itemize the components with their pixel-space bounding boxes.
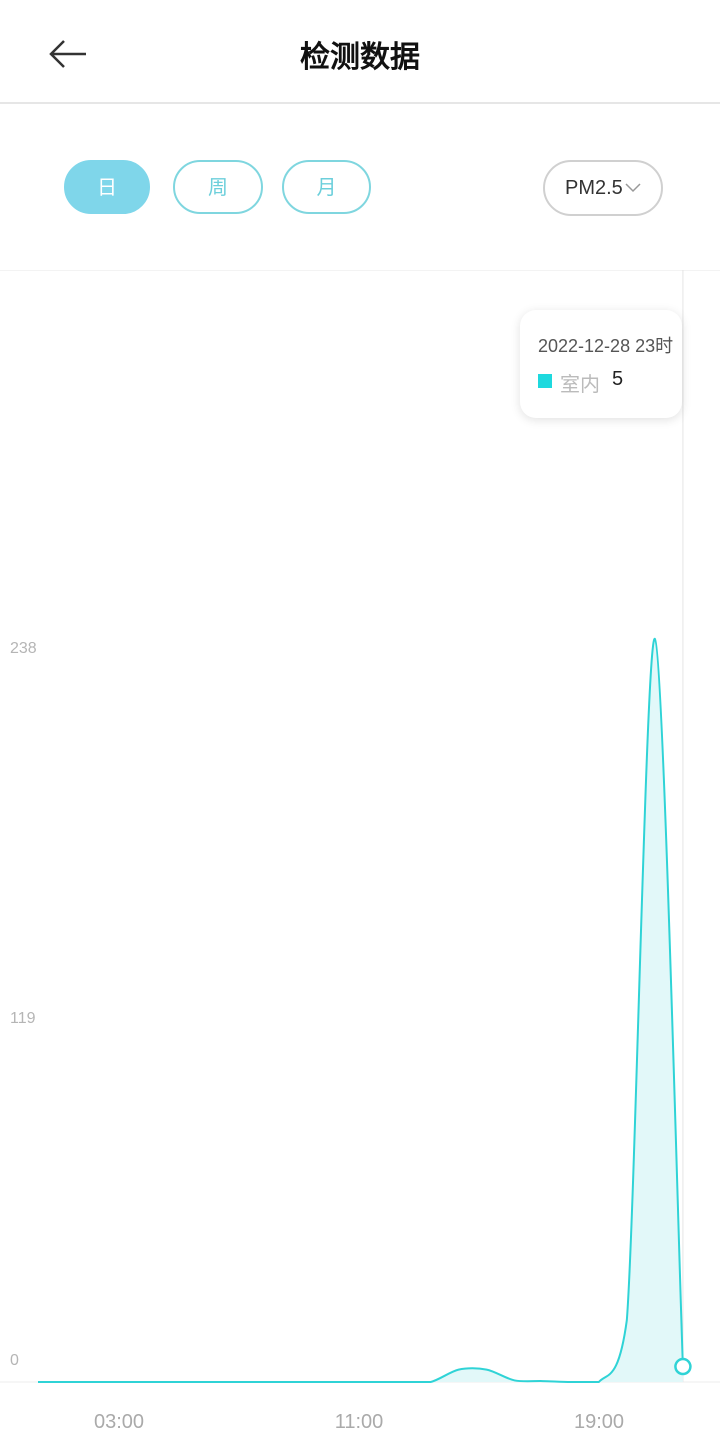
tooltip-date: 2022-12-28 23时 (538, 336, 674, 356)
period-tab-week[interactable]: 周 (173, 160, 263, 214)
series-line (38, 637, 684, 1383)
y-tick-label: 119 (10, 1010, 36, 1027)
header: 检测数据 (0, 0, 720, 104)
y-tick-label: 238 (10, 640, 37, 657)
series-swatch (538, 374, 552, 388)
arrow-left-icon (49, 40, 86, 68)
page-title: 检测数据 (300, 40, 420, 75)
x-tick-label: 11:00 (334, 1411, 384, 1433)
metric-select-value: PM2.5 (565, 177, 623, 199)
y-tick-label: 0 (10, 1352, 19, 1369)
metric-select[interactable]: PM2.5 (543, 160, 663, 216)
tooltip-value: 5 (612, 368, 624, 390)
chart-tooltip: 2022-12-28 23时 室内 5 (520, 310, 682, 418)
x-tick-label: 03:00 (93, 1411, 145, 1433)
period-tab-day[interactable]: 日 (64, 160, 150, 214)
selected-point[interactable] (674, 1357, 692, 1376)
period-tab-month[interactable]: 月 (282, 160, 371, 214)
filter-bar: 日 周 月 PM2.5 (0, 104, 720, 271)
series-area (38, 638, 683, 1382)
tooltip-series-name: 室内 (560, 372, 600, 396)
chevron-down-icon (625, 183, 641, 193)
x-tick-label: 19:00 (573, 1411, 625, 1433)
back-button[interactable] (44, 30, 92, 78)
